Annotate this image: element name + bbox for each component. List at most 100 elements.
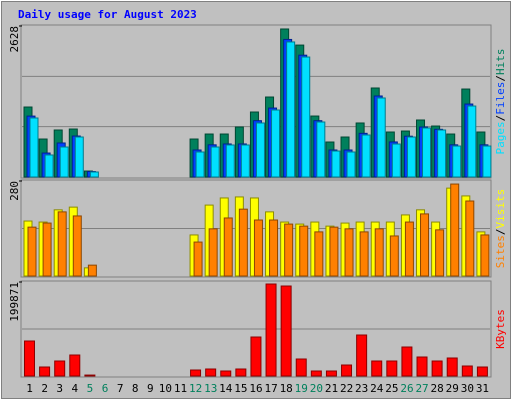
x-tick-label: 2 [41, 382, 48, 395]
x-tick-label: 7 [117, 382, 124, 395]
bar [325, 370, 337, 377]
bar [461, 365, 473, 377]
bar [374, 228, 384, 277]
bar [250, 336, 262, 377]
bar [225, 144, 235, 178]
bar [74, 136, 84, 178]
bar [446, 357, 458, 377]
bar [386, 360, 398, 377]
bar [208, 228, 218, 277]
bar [299, 225, 309, 277]
x-tick-label: 27 [415, 382, 428, 395]
bar [329, 226, 339, 277]
bar [401, 346, 413, 377]
bar [59, 146, 69, 178]
bar [286, 41, 296, 178]
bar [44, 154, 54, 178]
bar [467, 105, 477, 178]
legend-entry: Sites [494, 235, 507, 268]
bar [416, 356, 428, 377]
legend: KBytes [494, 309, 507, 349]
x-tick-label: 5 [87, 382, 94, 395]
bar [39, 366, 51, 377]
legend: Sites/Visits [494, 189, 507, 269]
x-tick-label: 6 [102, 382, 109, 395]
bar [24, 340, 35, 377]
bar [27, 226, 37, 277]
bar [404, 221, 414, 277]
bar [389, 235, 399, 277]
bar [376, 97, 386, 178]
bar [480, 234, 490, 277]
bar [301, 56, 311, 178]
x-tick-label: 12 [189, 382, 202, 395]
x-tick-label: 30 [461, 382, 474, 395]
bar [69, 354, 81, 377]
x-tick-label: 11 [174, 382, 187, 395]
bar [450, 183, 460, 277]
legend: Pages/Files/Hits [494, 49, 507, 155]
bar [265, 283, 277, 377]
bar [253, 219, 263, 277]
bar [87, 264, 97, 277]
bar [29, 117, 39, 178]
bar [271, 109, 281, 178]
x-tick-label: 31 [476, 382, 489, 395]
bar [422, 127, 432, 178]
x-tick-label: 19 [295, 382, 308, 395]
bar [223, 217, 233, 277]
bar [195, 151, 205, 178]
bar [431, 360, 443, 377]
x-tick-label: 28 [431, 382, 444, 395]
bar [205, 368, 217, 377]
x-tick-label: 25 [385, 382, 398, 395]
bar [210, 146, 220, 178]
bar [359, 231, 369, 277]
bar [193, 241, 203, 277]
x-tick-label: 20 [310, 382, 323, 395]
x-tick-label: 13 [204, 382, 217, 395]
x-tick-label: 8 [132, 382, 139, 395]
x-tick-label: 18 [280, 382, 293, 395]
x-tick-label: 14 [219, 382, 233, 395]
legend-separator: / [494, 115, 507, 122]
x-tick-label: 10 [159, 382, 172, 395]
x-tick-label: 4 [72, 382, 79, 395]
bar [269, 219, 279, 277]
bar [220, 370, 232, 377]
bar [465, 200, 475, 277]
bar [54, 360, 66, 377]
bar [482, 145, 492, 178]
bar [346, 151, 356, 178]
x-tick-label: 9 [147, 382, 154, 395]
x-tick-label: 23 [355, 382, 368, 395]
x-tick-label: 29 [446, 382, 459, 395]
bar [238, 208, 248, 277]
x-tick-label: 22 [340, 382, 353, 395]
x-tick-label: 16 [249, 382, 262, 395]
legend-separator: / [494, 229, 507, 236]
bar [452, 145, 462, 178]
x-tick-label: 1 [26, 382, 33, 395]
bar [240, 144, 250, 178]
bar [331, 150, 341, 178]
bar [72, 215, 82, 277]
bar [420, 213, 430, 277]
legend-entry: KBytes [494, 309, 507, 349]
y-tick-label: 199871 [8, 282, 21, 322]
bar [314, 231, 324, 277]
legend-entry: Hits [494, 49, 507, 76]
bar [42, 222, 52, 277]
bar [391, 143, 401, 178]
bar [310, 370, 322, 377]
x-tick-label: 17 [264, 382, 277, 395]
bar [280, 285, 292, 377]
bar [371, 360, 383, 377]
bar [57, 211, 67, 277]
bar [356, 334, 368, 377]
bar [84, 374, 96, 377]
legend-separator: / [494, 75, 507, 82]
bar [255, 122, 265, 178]
